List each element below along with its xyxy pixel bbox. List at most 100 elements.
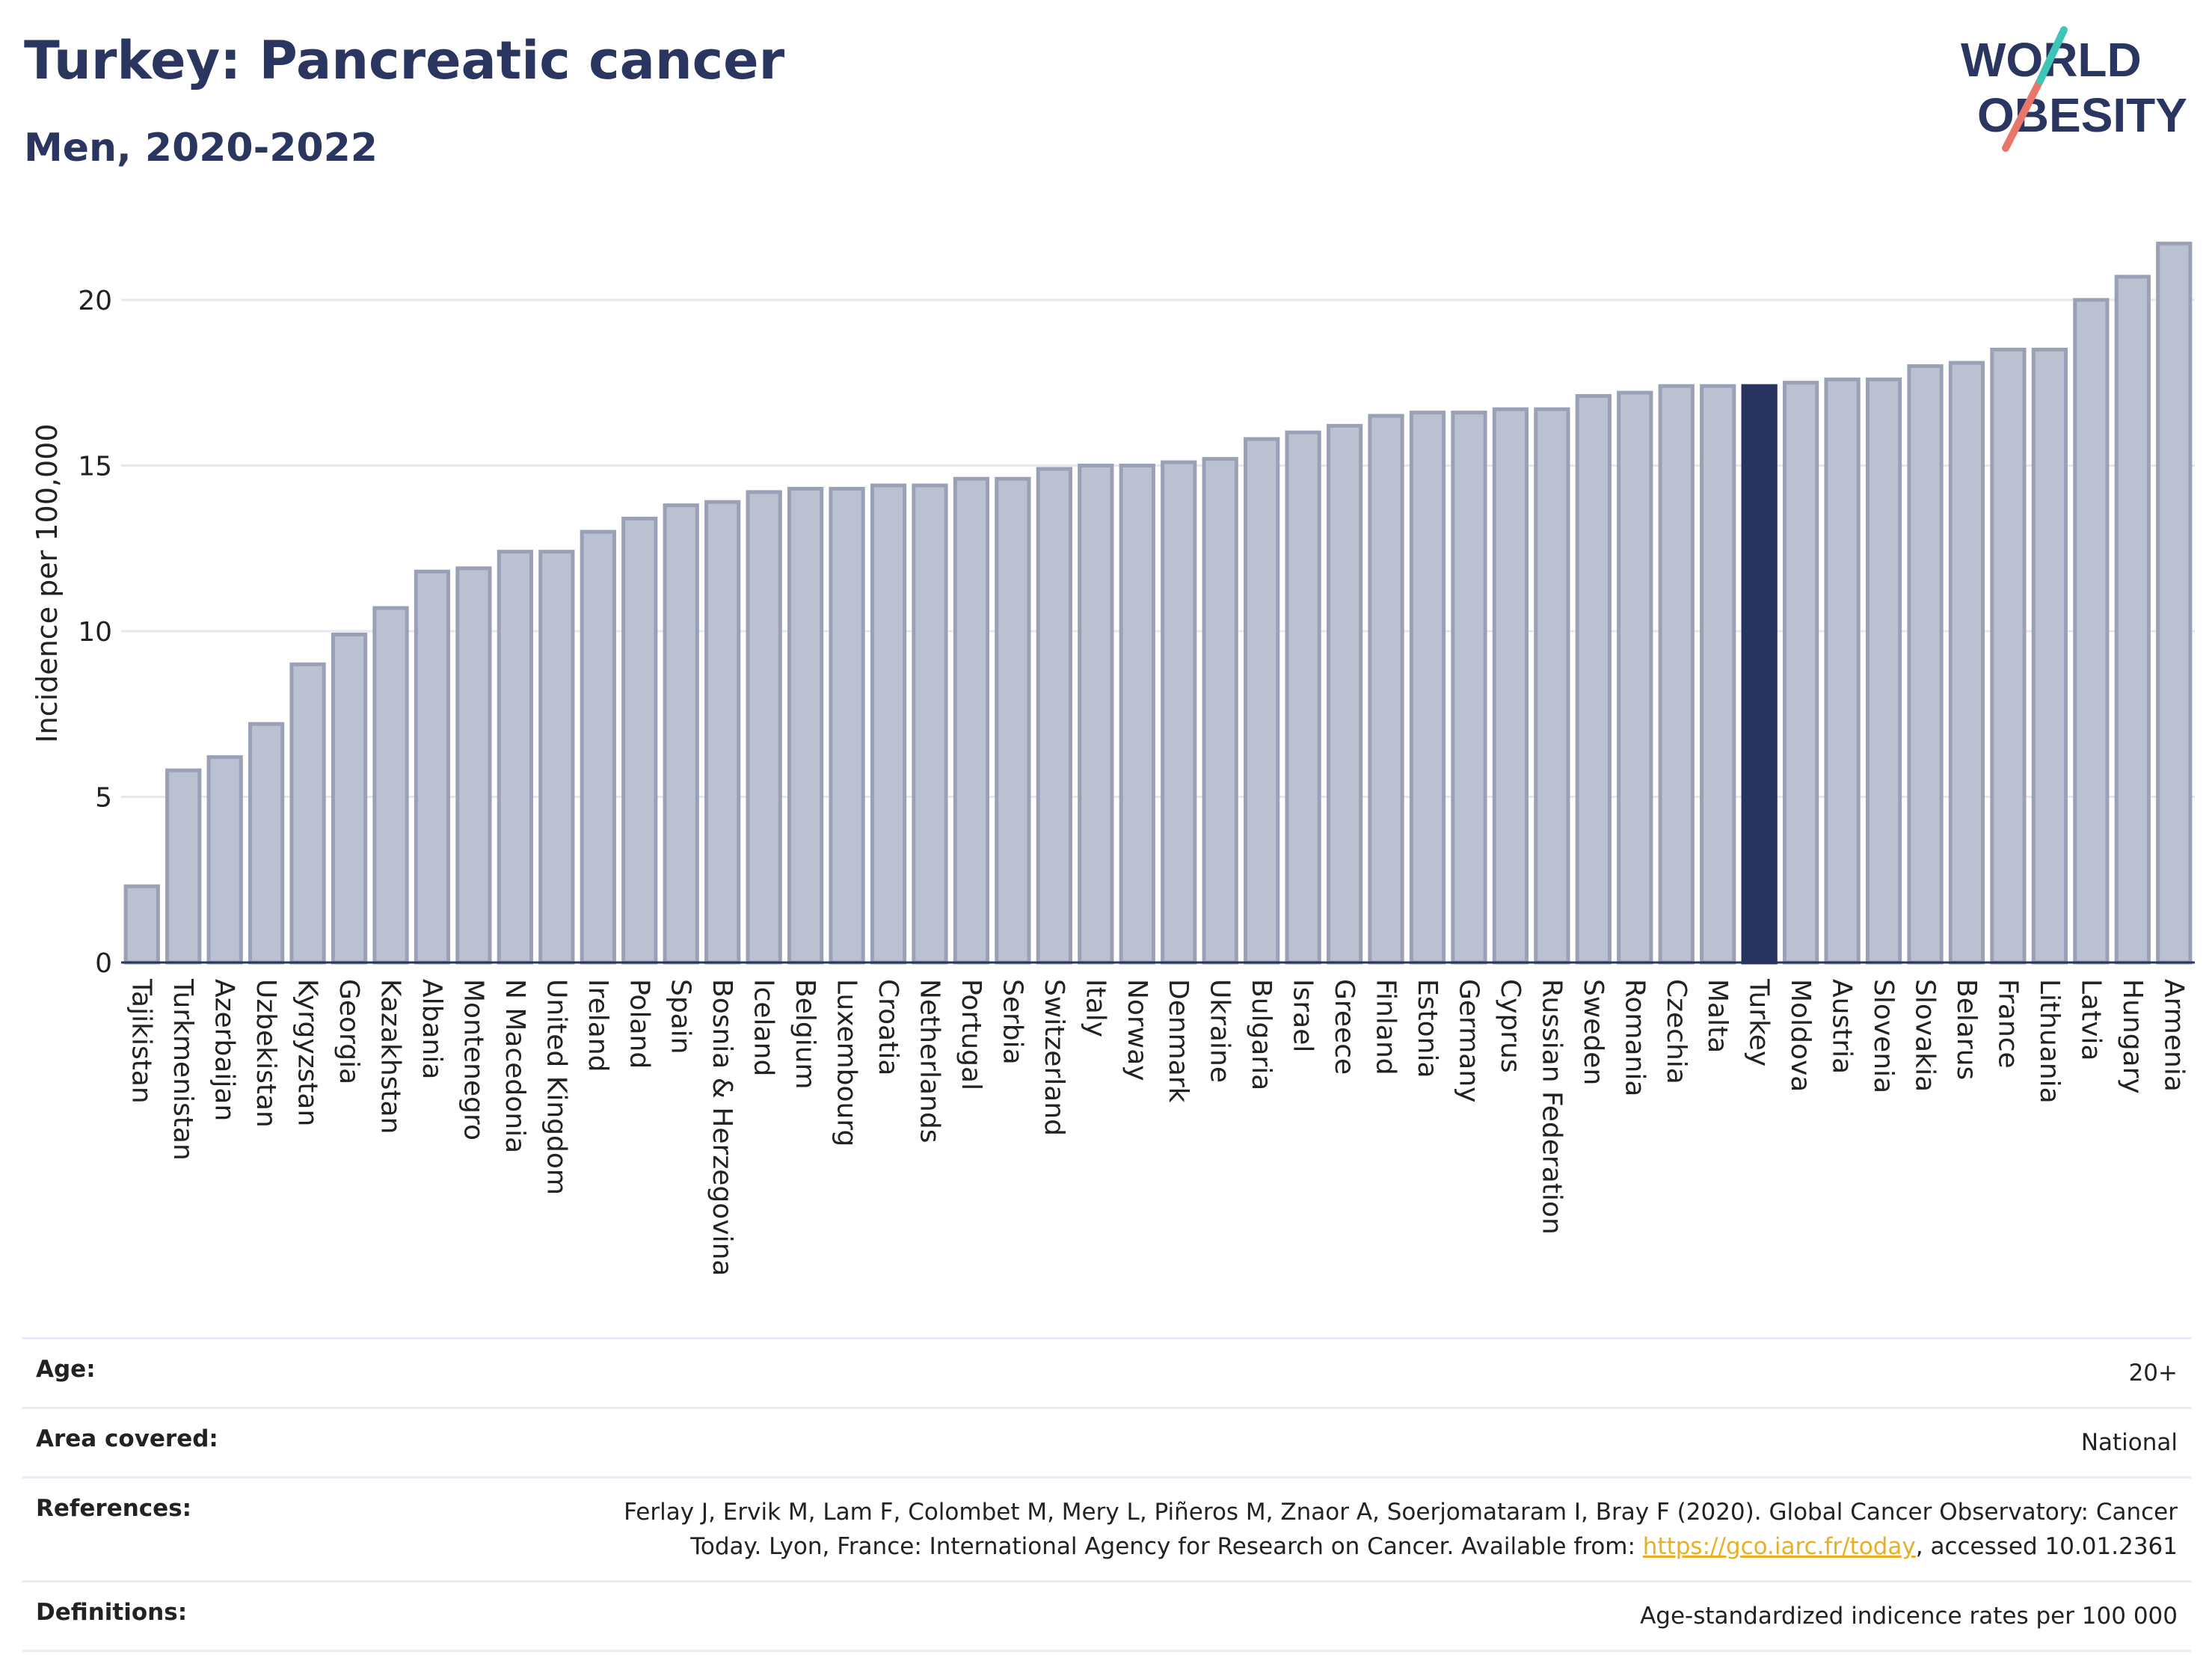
info-row-references: References: Ferlay J, Ervik M, Lam F, Co… — [22, 1476, 2191, 1580]
y-tick-label: 5 — [95, 783, 112, 814]
x-tick-label: Croatia — [873, 979, 903, 1075]
x-tick-label: Ukraine — [1205, 979, 1235, 1083]
x-tick-label: Netherlands — [914, 979, 944, 1143]
world-obesity-logo: WORLD OBESITY — [1961, 26, 2187, 152]
bars — [123, 242, 2193, 965]
info-table: Age: 20+ Area covered: National Referenc… — [22, 1337, 2191, 1652]
x-tick-label: Moldova — [1785, 979, 1816, 1092]
x-tick-label: Turkey — [1744, 978, 1775, 1066]
x-tick-label: N Macedonia — [500, 979, 530, 1153]
bar — [1119, 464, 1155, 965]
bar — [331, 632, 368, 965]
x-tick-label: Portugal — [956, 979, 986, 1090]
bar — [165, 768, 202, 965]
info-row-area: Area covered: National — [22, 1407, 2191, 1476]
x-tick-label: Kazakhstan — [375, 979, 405, 1134]
y-tick-label: 20 — [78, 286, 112, 316]
x-tick-label: Denmark — [1163, 979, 1193, 1103]
x-tick-label: Norway — [1122, 979, 1152, 1081]
x-tick-label: United Kingdom — [541, 979, 571, 1195]
bar — [497, 550, 533, 965]
bar — [2114, 274, 2151, 965]
x-tick-label: Poland — [624, 979, 654, 1069]
x-tick-label: Latvia — [2075, 979, 2106, 1061]
references-text-2: Today. Lyon, France: International Agenc… — [690, 1533, 1643, 1560]
info-row-definitions: Definitions: Age-standardized indicence … — [22, 1580, 2191, 1652]
bar — [1617, 390, 1653, 965]
x-tick-label: Iceland — [749, 979, 779, 1076]
x-tick-label: Sweden — [1578, 979, 1609, 1085]
bar — [1865, 377, 1902, 965]
bar — [870, 483, 907, 965]
x-tick-label: Estonia — [1412, 979, 1443, 1078]
x-tick-label: Switzerland — [1039, 979, 1069, 1136]
chart-title: Turkey: Pancreatic cancer — [24, 30, 785, 91]
bar — [206, 755, 243, 965]
chart-subtitle: Men, 2020-2022 — [24, 126, 378, 171]
logo-slash-red — [2002, 77, 2044, 152]
bar — [1036, 467, 1072, 965]
x-tick-label: Finland — [1371, 979, 1401, 1075]
bar — [1078, 464, 1114, 965]
x-tick-label: Tajikistan — [126, 978, 157, 1104]
y-axis-label: Incidence per 100,000 — [31, 423, 64, 743]
bar — [1285, 430, 1321, 965]
x-tick-label: Serbia — [997, 979, 1027, 1065]
x-tick-label: Belgium — [790, 979, 820, 1090]
x-tick-label: Russian Federation — [1536, 979, 1567, 1235]
y-tick-label: 10 — [78, 617, 112, 648]
y-tick-label: 0 — [95, 948, 112, 979]
bar — [580, 529, 616, 965]
bar — [1700, 384, 1736, 965]
bar — [1948, 360, 1985, 965]
bar — [1326, 423, 1363, 965]
info-row-age: Age: 20+ — [22, 1337, 2191, 1407]
bar — [2073, 298, 2110, 965]
bar — [1451, 411, 1487, 965]
x-tick-label: Romania — [1619, 979, 1650, 1096]
x-tick-label: Greece — [1329, 979, 1360, 1075]
bar — [455, 566, 492, 965]
references-value: Ferlay J, Ervik M, Lam F, Colombet M, Me… — [624, 1495, 2178, 1564]
bar — [621, 516, 658, 965]
bar — [1368, 414, 1404, 965]
x-tick-label: Turkmenistan — [168, 978, 198, 1161]
x-tick-label: Azerbaijan — [209, 979, 240, 1121]
x-tick-label: Cyprus — [1495, 979, 1526, 1073]
x-tick-label: Uzbekistan — [251, 979, 281, 1128]
x-tick-label: Lithuania — [2034, 979, 2065, 1104]
x-tick-label: Georgia — [334, 979, 364, 1084]
x-tick-label: Germany — [1453, 979, 1484, 1102]
age-value: 20+ — [2128, 1360, 2178, 1387]
bar — [912, 483, 948, 965]
bar — [787, 487, 824, 965]
x-tick-label: Hungary — [2117, 979, 2148, 1094]
bar — [1492, 407, 1529, 965]
bar — [1244, 437, 1280, 965]
bar — [372, 606, 409, 965]
x-tick-label: Ireland — [583, 979, 613, 1072]
definitions-label: Definitions: — [36, 1599, 188, 1626]
y-tick-label: 15 — [78, 452, 112, 482]
bar — [704, 500, 741, 965]
bar — [2031, 347, 2068, 965]
x-tick-label: Austria — [1827, 979, 1858, 1074]
logo-slash-teal — [2036, 26, 2068, 85]
bar — [953, 476, 990, 965]
x-tick-label: Belarus — [1951, 979, 1982, 1080]
bar — [248, 722, 285, 965]
x-tick-label: Israel — [1288, 979, 1318, 1052]
references-label: References: — [36, 1495, 192, 1522]
x-tick-label: Montenegro — [458, 979, 488, 1140]
references-link[interactable]: https://gco.iarc.fr/today — [1642, 1533, 1916, 1560]
bar — [1783, 381, 1819, 965]
x-tick-label: Luxembourg — [832, 979, 862, 1146]
definitions-value: Age-standardized indicence rates per 100… — [1640, 1603, 2178, 1630]
bar — [1202, 457, 1238, 965]
bar — [746, 490, 782, 965]
bar — [289, 662, 326, 965]
bar — [1409, 411, 1446, 965]
bar — [1534, 407, 1570, 965]
x-tick-label: Bulgaria — [1246, 979, 1276, 1090]
bar — [2156, 242, 2193, 965]
